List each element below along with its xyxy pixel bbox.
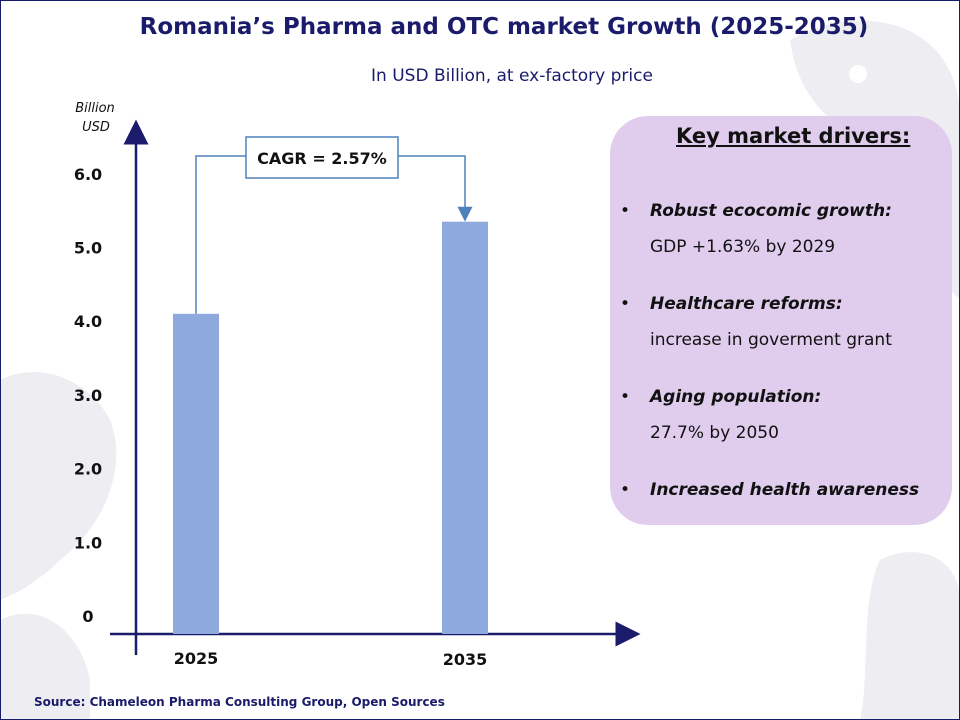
chart-subtitle: In USD Billion, at ex-factory price xyxy=(371,66,653,86)
driver-detail: 27.7% by 2050 xyxy=(650,423,779,443)
cagr-box xyxy=(245,136,399,179)
x-tick-label-2025: 2025 xyxy=(174,649,219,668)
y-axis-title-line2: USD xyxy=(82,120,110,135)
y-tick-label: 5.0 xyxy=(74,239,102,258)
driver-detail: GDP +1.63% by 2029 xyxy=(650,237,836,257)
y-tick-label: 6.0 xyxy=(74,165,102,184)
source-note: Source: Chameleon Pharma Consulting Grou… xyxy=(34,695,445,709)
y-tick-label: 1.0 xyxy=(74,533,102,552)
x-tick-label-2035: 2035 xyxy=(443,650,488,669)
y-tick-label: 0 xyxy=(82,607,93,626)
key-drivers-panel xyxy=(610,116,952,525)
driver-heading: Increased health awareness xyxy=(650,480,920,500)
cagr-label: CAGR = 2.57% xyxy=(257,149,387,168)
driver-heading: Aging population: xyxy=(650,387,822,407)
cagr-connector-arrow xyxy=(195,155,473,314)
bar-2035 xyxy=(442,221,488,634)
y-tick-label: 4.0 xyxy=(74,312,102,331)
y-tick-label: 3.0 xyxy=(74,386,102,405)
y-tick-labels: 0 1.0 2.0 3.0 4.0 5.0 6.0 xyxy=(74,165,102,626)
driver-heading: Healthcare reforms: xyxy=(650,294,843,314)
key-drivers-title: Key market drivers: xyxy=(676,124,911,148)
bar-2025 xyxy=(173,313,219,634)
bullet-icon: • xyxy=(620,201,631,221)
y-axis-title-line1: Billion xyxy=(75,101,115,116)
driver-heading: Robust ecocomic growth: xyxy=(650,201,892,221)
bullet-icon: • xyxy=(620,294,631,314)
bullet-icon: • xyxy=(620,480,631,500)
y-tick-label: 2.0 xyxy=(74,460,102,479)
chart-title: Romania’s Pharma and OTC market Growth (… xyxy=(139,14,869,40)
driver-detail: increase in goverment grant xyxy=(650,330,892,350)
bullet-icon: • xyxy=(620,387,631,407)
